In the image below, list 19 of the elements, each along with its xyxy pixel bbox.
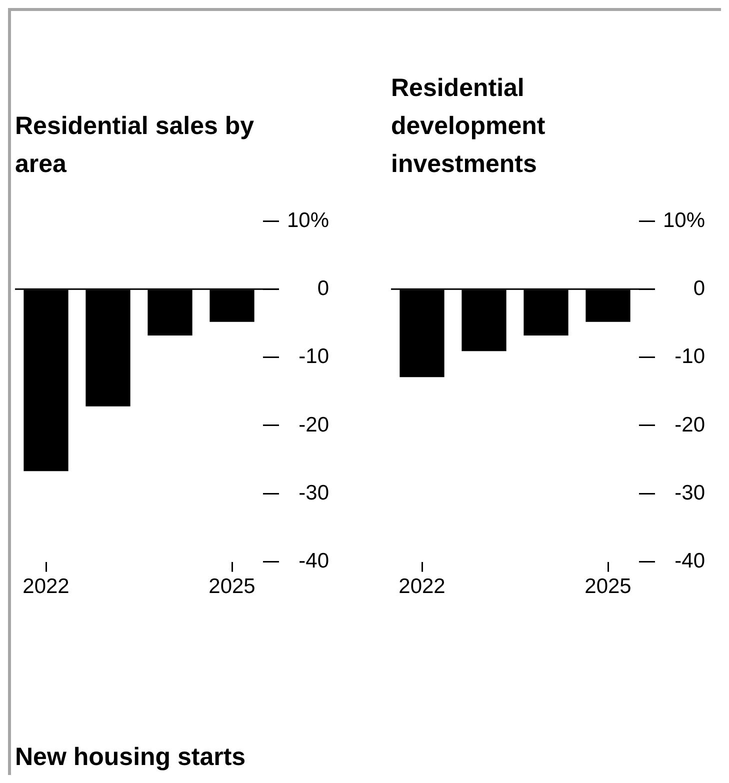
x-tick-label: 2025	[208, 575, 256, 598]
y-tick-label: -10	[674, 345, 705, 368]
y-tick-label: -40	[674, 550, 705, 573]
x-tick-label: 2025	[584, 575, 632, 598]
chart-title: Residential development investments	[391, 73, 546, 180]
y-tick-label: 10%	[286, 208, 329, 232]
x-tick-label: 2022	[22, 575, 70, 598]
y-tick-label: -30	[674, 481, 705, 504]
x-tick-label: 2022	[398, 575, 446, 598]
y-tick-label: 0	[693, 276, 705, 300]
y-tick-label: -40	[298, 550, 329, 573]
y-tick-label: 0	[317, 276, 329, 300]
y-tick-label: -20	[674, 413, 705, 436]
y-tick-label: 10%	[662, 208, 705, 232]
y-tick-label: -10	[298, 345, 329, 368]
text: New housing starts	[15, 742, 246, 773]
chart-title: Residential sales by area	[15, 111, 256, 180]
y-tick-label: -30	[298, 481, 329, 504]
y-tick-label: -20	[298, 413, 329, 436]
